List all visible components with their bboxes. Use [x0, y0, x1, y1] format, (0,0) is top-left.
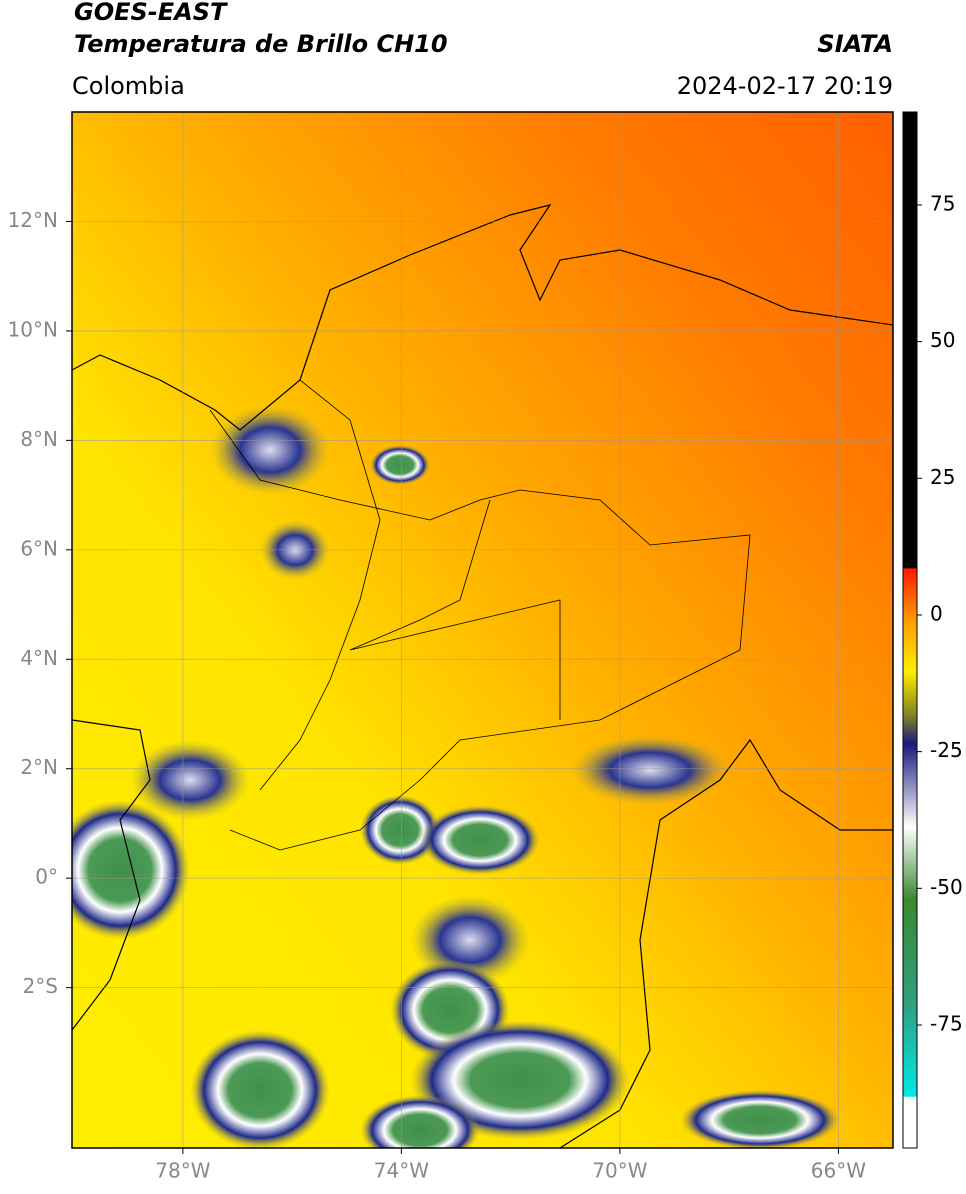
colorbar-tick-label: -50: [930, 875, 963, 899]
y-tick-label: 8°N: [20, 427, 58, 451]
organization-label: SIATA: [817, 30, 893, 58]
y-tick-label: 2°S: [23, 974, 58, 998]
x-tick-label: 74°W: [374, 1159, 429, 1183]
colorbar-tick-label: -25: [930, 738, 963, 762]
region-label: Colombia: [72, 72, 185, 100]
x-tick-label: 70°W: [592, 1159, 647, 1183]
y-tick-label: 6°N: [20, 536, 58, 560]
x-tick-label: 78°W: [155, 1159, 210, 1183]
y-tick-label: 12°N: [8, 208, 58, 232]
datetime-label: 2024-02-17 20:19: [677, 72, 893, 100]
colorbar: [902, 111, 918, 1149]
y-tick-label: 0°: [35, 865, 58, 889]
source-title: GOES-EAST: [74, 0, 228, 26]
graticule: [72, 112, 893, 1148]
colorbar-tick-label: -75: [930, 1011, 963, 1035]
map-imagery: [72, 112, 893, 1148]
y-tick-label: 10°N: [8, 317, 58, 341]
product-title: Temperatura de Brillo CH10: [74, 30, 448, 58]
x-tick-label: 66°W: [811, 1159, 866, 1183]
colorbar-tick-label: 75: [930, 191, 955, 215]
map-frame: [71, 111, 894, 1149]
colorbar-tick-label: 0: [930, 601, 943, 625]
colorbar-tick-label: 25: [930, 465, 955, 489]
y-tick-label: 2°N: [20, 755, 58, 779]
y-tick-label: 4°N: [20, 646, 58, 670]
colorbar-tick-label: 50: [930, 328, 955, 352]
